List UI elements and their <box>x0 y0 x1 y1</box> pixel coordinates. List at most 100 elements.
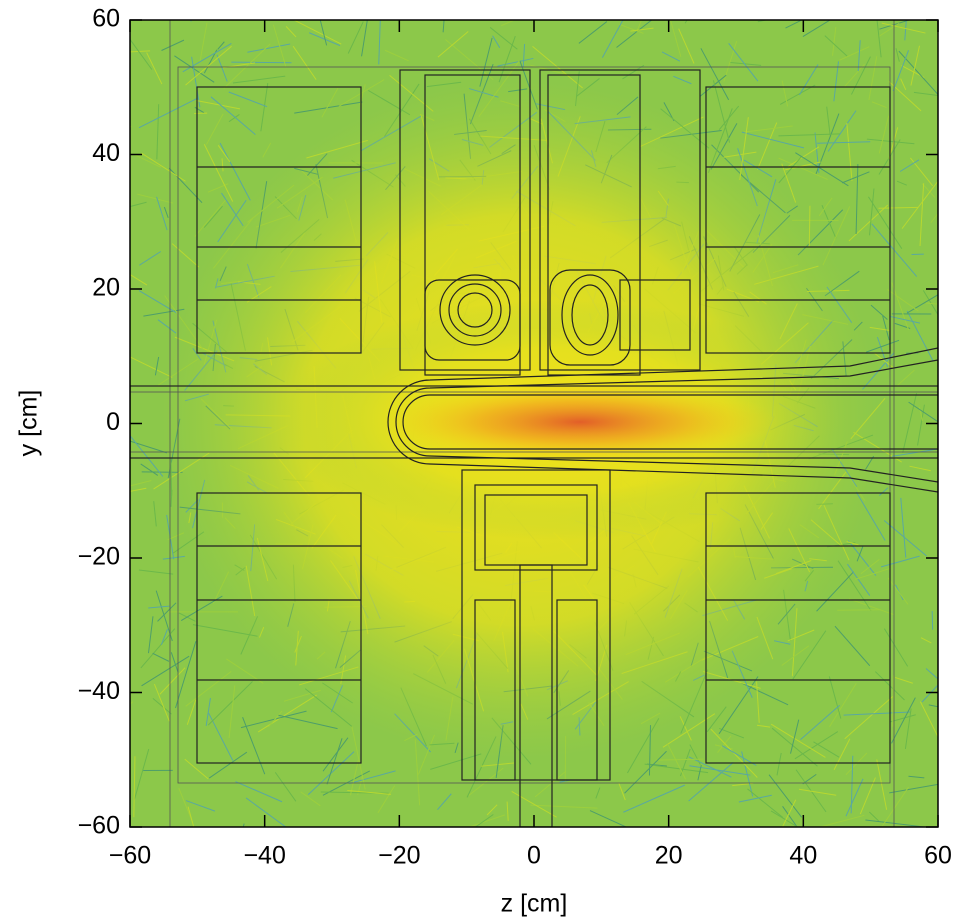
track <box>437 793 452 811</box>
track <box>697 765 702 781</box>
track <box>892 675 894 727</box>
track <box>468 767 504 796</box>
track <box>161 39 185 51</box>
track <box>186 699 197 725</box>
track <box>268 710 283 728</box>
track <box>578 21 608 44</box>
track <box>141 655 190 687</box>
track <box>878 22 900 38</box>
track <box>272 24 287 68</box>
track <box>785 20 803 29</box>
track <box>689 765 751 776</box>
track <box>589 810 628 827</box>
track <box>223 43 271 89</box>
track <box>274 772 297 802</box>
track <box>845 778 864 817</box>
x-tick-label: 20 <box>655 842 683 870</box>
track <box>833 61 839 102</box>
track <box>630 27 654 32</box>
track <box>216 54 228 82</box>
track <box>194 106 205 114</box>
track <box>156 104 160 160</box>
x-tick-label: −60 <box>109 842 151 870</box>
track <box>260 82 269 132</box>
track <box>874 352 895 369</box>
track <box>826 106 831 136</box>
track <box>910 45 920 86</box>
track <box>618 783 626 801</box>
track <box>152 652 170 662</box>
track <box>655 758 704 761</box>
track <box>361 20 368 57</box>
track <box>896 180 907 186</box>
track <box>497 57 534 67</box>
track <box>185 45 232 86</box>
track <box>595 787 601 799</box>
track <box>207 681 253 726</box>
track <box>228 685 236 739</box>
track <box>845 752 868 776</box>
track <box>834 625 871 667</box>
track <box>778 155 803 184</box>
track <box>130 480 152 487</box>
track <box>781 799 797 827</box>
x-tick-label: 0 <box>527 842 541 870</box>
track <box>242 823 245 827</box>
y-axis-label: y [cm] <box>15 390 43 457</box>
track-field <box>130 20 938 827</box>
track <box>833 738 851 771</box>
track <box>506 801 509 821</box>
track <box>618 23 644 34</box>
track <box>349 760 359 796</box>
track <box>601 20 624 58</box>
track <box>185 670 232 707</box>
track <box>184 758 209 780</box>
track <box>148 616 154 654</box>
track <box>928 704 938 708</box>
track <box>883 628 909 667</box>
x-tick-label: 40 <box>789 842 817 870</box>
track <box>322 737 349 772</box>
track <box>138 569 174 575</box>
track <box>921 183 936 198</box>
track <box>846 123 853 182</box>
track <box>848 598 894 615</box>
track <box>882 315 890 341</box>
y-tick-label: 60 <box>92 5 120 33</box>
track <box>153 501 157 527</box>
track <box>152 698 172 715</box>
track <box>800 704 841 741</box>
x-tick-label: −20 <box>378 842 420 870</box>
track <box>208 751 248 779</box>
track <box>292 45 317 80</box>
track <box>511 790 557 818</box>
track <box>138 290 178 314</box>
track <box>743 125 793 133</box>
track <box>747 788 784 818</box>
track <box>921 684 938 703</box>
track <box>919 183 925 247</box>
track <box>847 563 871 596</box>
track <box>900 497 907 558</box>
track <box>782 806 798 827</box>
track <box>196 99 241 110</box>
track <box>887 289 919 312</box>
track <box>240 710 307 729</box>
track <box>792 630 827 680</box>
track <box>189 20 192 22</box>
track <box>426 81 462 88</box>
track <box>622 64 645 80</box>
y-tick-label: 20 <box>92 274 120 302</box>
track <box>814 132 820 174</box>
y-tick-label: 40 <box>92 139 120 167</box>
track <box>351 726 366 790</box>
track <box>821 204 837 239</box>
track <box>217 41 225 50</box>
track <box>319 20 328 46</box>
track <box>712 80 731 143</box>
track <box>138 97 199 129</box>
track <box>868 196 903 249</box>
track <box>828 676 842 719</box>
track <box>930 212 938 224</box>
x-tick-label: 60 <box>924 842 952 870</box>
